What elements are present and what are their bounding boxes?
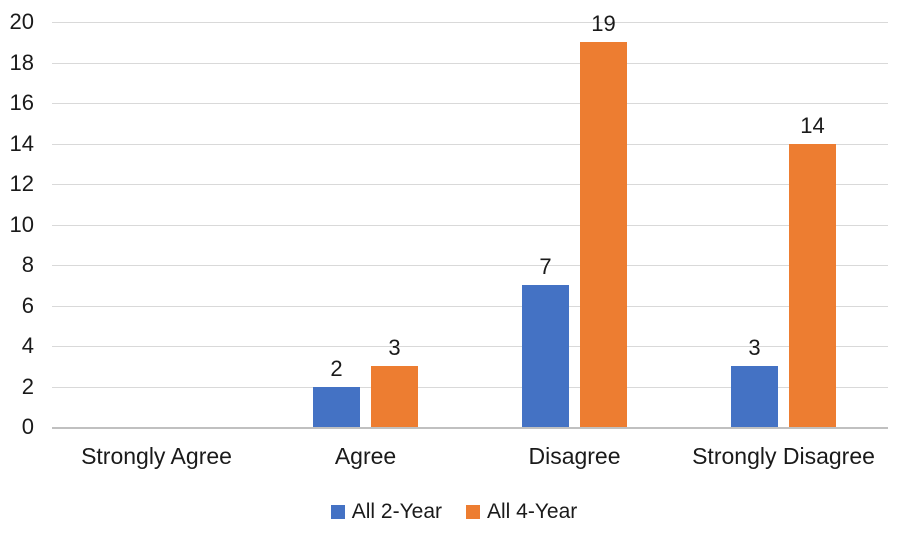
bar-value-label: 2 [330, 355, 343, 381]
y-axis-tick-label: 6 [21, 292, 34, 318]
legend: All 2-Year All 4-Year [0, 501, 908, 523]
gridline [52, 184, 888, 185]
gridline [52, 143, 888, 145]
category-label: Strongly Agree [81, 443, 232, 469]
bar-value-label: 7 [539, 254, 552, 280]
gridline [52, 265, 888, 266]
legend-label: All 2-Year [351, 500, 442, 523]
y-axis-tick-label: 2 [21, 373, 34, 399]
y-axis-tick-label: 20 [9, 9, 34, 34]
gridline [52, 103, 888, 104]
legend-swatch-icon [466, 505, 480, 519]
bar-value-label: 3 [748, 335, 761, 361]
bar-all-2-year [313, 386, 360, 427]
gridline [52, 386, 888, 388]
bar-all-2-year [522, 285, 569, 427]
category-label: Strongly Disagree [692, 443, 875, 469]
y-axis-tick-label: 16 [9, 90, 34, 115]
category-label: Agree [334, 443, 397, 469]
gridline [52, 305, 888, 307]
y-axis-tick-label: 18 [9, 49, 34, 75]
bar-all-4-year [789, 143, 836, 427]
y-axis-tick-label: 4 [21, 333, 34, 358]
gridline [52, 346, 888, 347]
gridline [52, 62, 888, 64]
bar-all-4-year [580, 42, 627, 427]
bar-value-label: 19 [591, 11, 616, 37]
x-axis-line [52, 426, 888, 429]
category-label: Disagree [528, 443, 621, 469]
bar-all-4-year [371, 366, 418, 427]
y-axis-tick-label: 12 [9, 171, 34, 196]
bar-value-label: 3 [388, 335, 401, 361]
legend-item: All 2-Year [330, 500, 442, 523]
legend-swatch-icon [330, 505, 345, 519]
legend-item: All 4-Year [466, 501, 577, 523]
y-axis-tick-label: 8 [21, 252, 34, 277]
bar-all-2-year [731, 366, 778, 427]
gridline [52, 224, 888, 226]
y-axis-tick-label: 0 [21, 414, 34, 439]
legend-label: All 4-Year [487, 500, 578, 523]
bar-value-label: 14 [800, 112, 825, 138]
gridline [52, 22, 888, 23]
y-axis-tick-label: 14 [9, 130, 34, 156]
y-axis-tick-label: 10 [9, 211, 34, 237]
